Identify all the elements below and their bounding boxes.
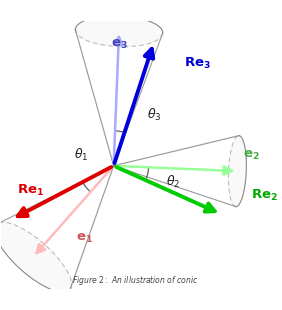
Polygon shape: [114, 136, 246, 206]
Text: $\mathbf{Re_2}$: $\mathbf{Re_2}$: [251, 188, 278, 203]
Text: $\it{Figure\ 2:\ An\ illustration\ of\ conic}$: $\it{Figure\ 2:\ An\ illustration\ of\ c…: [72, 274, 199, 287]
Text: $\theta_1$: $\theta_1$: [74, 147, 89, 163]
Text: $\theta_3$: $\theta_3$: [147, 107, 161, 123]
Polygon shape: [75, 16, 163, 166]
Text: $\mathbf{e_3}$: $\mathbf{e_3}$: [111, 38, 127, 51]
Text: $\mathbf{Re_1}$: $\mathbf{Re_1}$: [17, 182, 44, 197]
Text: $\mathbf{e_2}$: $\mathbf{e_2}$: [243, 148, 259, 162]
Text: $\mathbf{e_1}$: $\mathbf{e_1}$: [76, 232, 93, 245]
Text: $\theta_2$: $\theta_2$: [166, 174, 180, 190]
Text: $\mathbf{Re_3}$: $\mathbf{Re_3}$: [184, 56, 211, 71]
Polygon shape: [0, 166, 114, 292]
